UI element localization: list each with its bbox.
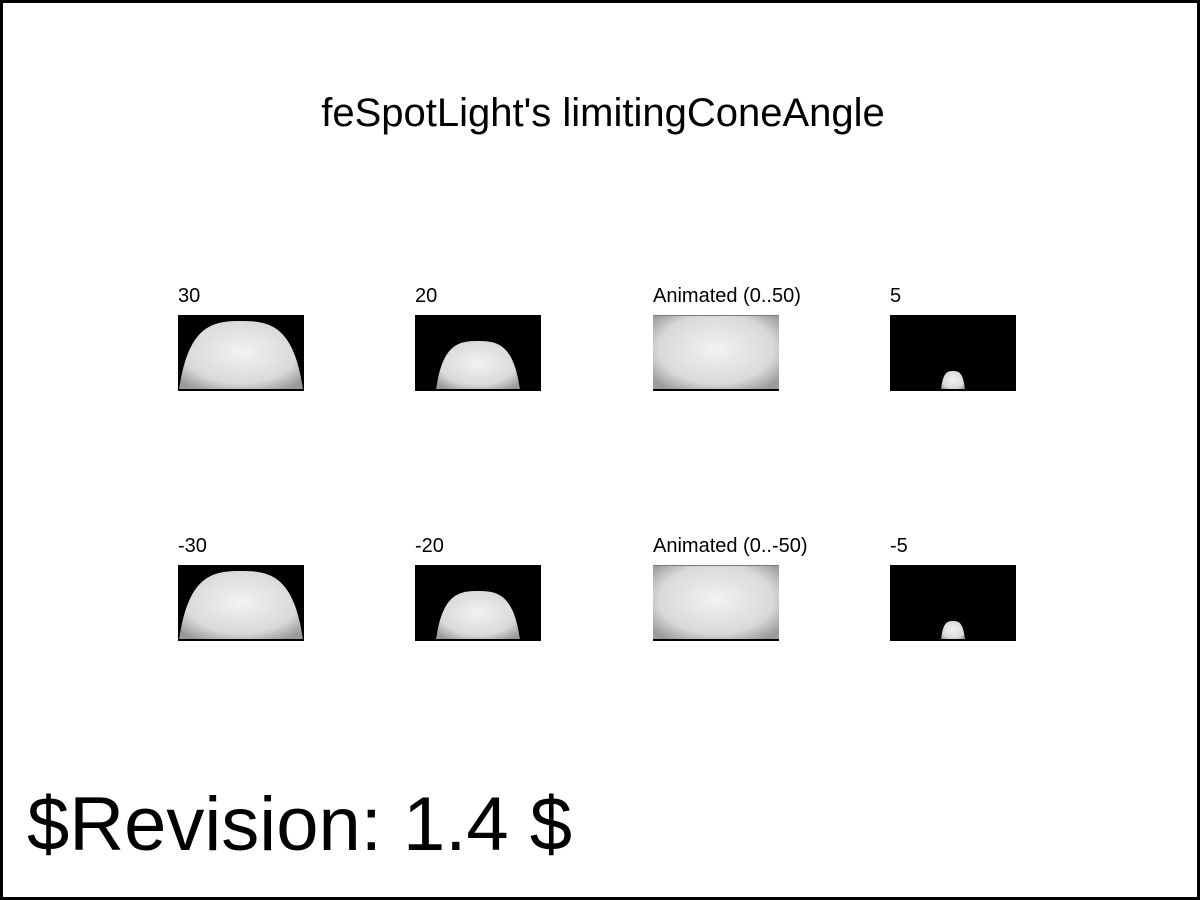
revision-label: $Revision: 1.4 $	[27, 782, 572, 867]
spotlight-cone	[436, 341, 520, 390]
spotlight-fill	[653, 565, 779, 641]
spotlight-swatch	[890, 565, 1016, 641]
cell-label: 5	[890, 285, 902, 307]
spotlight-swatch	[890, 315, 1016, 391]
spotlight-swatch	[415, 315, 541, 391]
page-title: feSpotLight's limitingConeAngle	[321, 91, 885, 135]
spotlight-swatch	[178, 565, 304, 641]
spotlight-swatch	[653, 315, 779, 391]
cell-label: Animated (0..-50)	[653, 535, 808, 557]
spotlight-cone	[941, 621, 965, 640]
spotlight-fill	[653, 315, 779, 391]
cell-label: -30	[178, 535, 207, 557]
spotlight-swatch	[178, 315, 304, 391]
cell-label: -5	[890, 535, 908, 557]
spotlight-cone	[179, 571, 303, 640]
spotlight-swatch	[415, 565, 541, 641]
cell-label: -20	[415, 535, 444, 557]
cell-label: Animated (0..50)	[653, 285, 801, 307]
spotlight-swatch	[653, 565, 779, 641]
spotlight-cone	[179, 321, 303, 390]
cell-label: 20	[415, 285, 438, 307]
spotlight-cone	[436, 591, 520, 640]
spotlight-cone	[941, 371, 965, 390]
cell-label: 30	[178, 285, 201, 307]
